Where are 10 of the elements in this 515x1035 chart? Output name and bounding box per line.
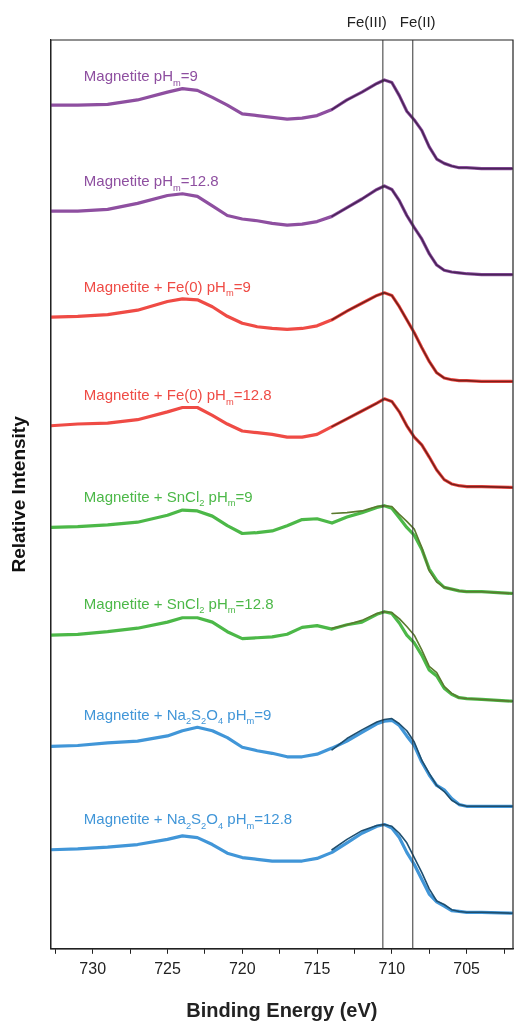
x-tick-label: 730 (79, 959, 107, 977)
x-tick-label: 710 (378, 959, 406, 977)
ref-line-label: Fe(III) (346, 13, 387, 30)
ref-line-label: Fe(II) (399, 13, 436, 30)
x-tick-label: 705 (453, 959, 481, 977)
x-tick-label: 715 (303, 959, 331, 977)
x-axis-title: Binding Energy (eV) (186, 998, 378, 1021)
x-tick-label: 720 (228, 959, 256, 977)
x-tick-label: 725 (154, 959, 181, 977)
y-axis-title: Relative Intensity (7, 415, 29, 573)
